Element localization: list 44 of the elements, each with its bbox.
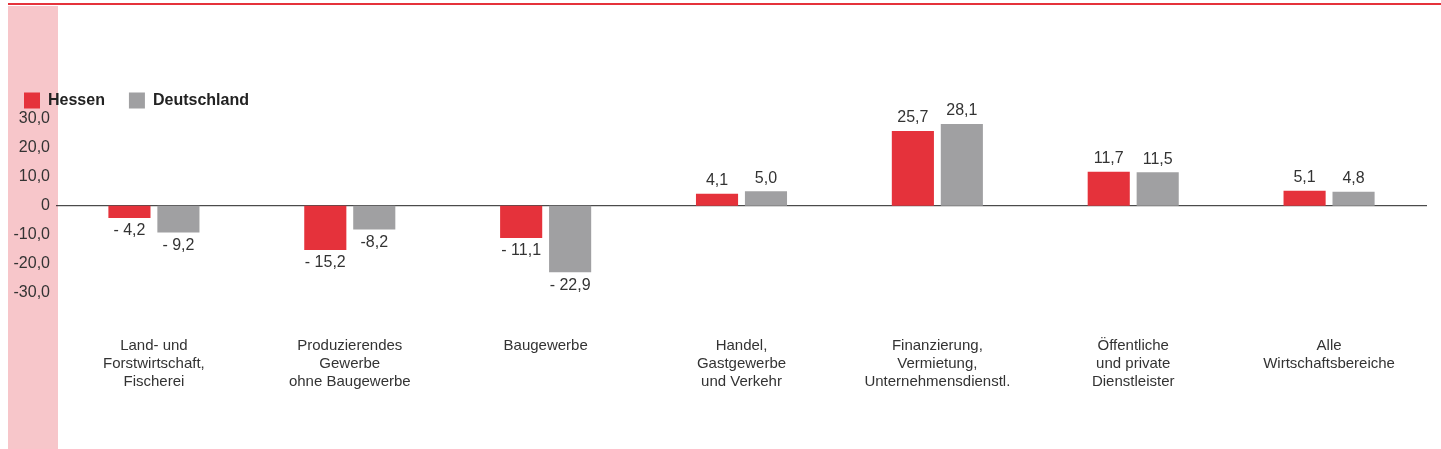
data-label: 25,7 — [897, 108, 929, 126]
bar — [940, 123, 983, 206]
data-label: - 9,2 — [162, 235, 195, 253]
bar — [695, 193, 739, 206]
data-label: 28,1 — [946, 101, 978, 119]
data-label: 4,8 — [1342, 169, 1365, 187]
bar — [1087, 171, 1130, 206]
data-label: -8,2 — [360, 232, 389, 250]
legend-label: Hessen — [48, 90, 105, 108]
y-tick-label: 10,0 — [18, 167, 51, 185]
legend-label: Deutschland — [152, 90, 249, 108]
y-tick-label: 30,0 — [18, 108, 51, 126]
data-label: - 4,2 — [113, 221, 146, 239]
data-label: 4,1 — [705, 171, 729, 189]
x-tick-label: Alle Wirtschaftsbereiche — [1263, 336, 1395, 372]
data-label: 5,1 — [1293, 168, 1316, 186]
data-label: 11,5 — [1142, 149, 1173, 167]
data-label: - 11,1 — [501, 241, 542, 259]
x-tick-label: Öffentliche und private Dienstleister — [1091, 336, 1175, 390]
bar — [549, 205, 592, 273]
bar — [500, 205, 543, 238]
bar — [891, 130, 934, 206]
data-label: 11,7 — [1093, 149, 1124, 167]
data-label: - 22,9 — [549, 275, 591, 293]
y-tick-label: -20,0 — [13, 254, 51, 272]
y-tick-label: 0 — [41, 196, 51, 214]
bar — [108, 205, 151, 218]
bar — [744, 191, 788, 206]
bar — [1332, 191, 1375, 206]
y-tick-label: -30,0 — [13, 283, 51, 301]
x-tick-label: Finanzierung, Vermietung, Unternehmensdienstl. — [864, 336, 1011, 390]
x-tick-label: Handel, Gastgewerbe und Verkehr — [696, 336, 787, 390]
x-tick-label: Produzierendes Gewerbe ohne Baugewerbe — [288, 336, 411, 390]
x-tick-label: Baugewerbe — [503, 336, 588, 354]
data-label: 5,0 — [754, 168, 778, 186]
data-label: - 15,2 — [304, 253, 346, 271]
bar — [1136, 172, 1179, 206]
bar — [304, 205, 347, 250]
x-tick-label: Land- und Forstwirtschaft, Fischerei — [103, 336, 205, 390]
bar — [157, 205, 200, 233]
y-tick-label: 20,0 — [18, 137, 51, 155]
bar — [353, 205, 396, 230]
y-tick-label: -10,0 — [13, 225, 51, 243]
bar — [1283, 190, 1326, 206]
